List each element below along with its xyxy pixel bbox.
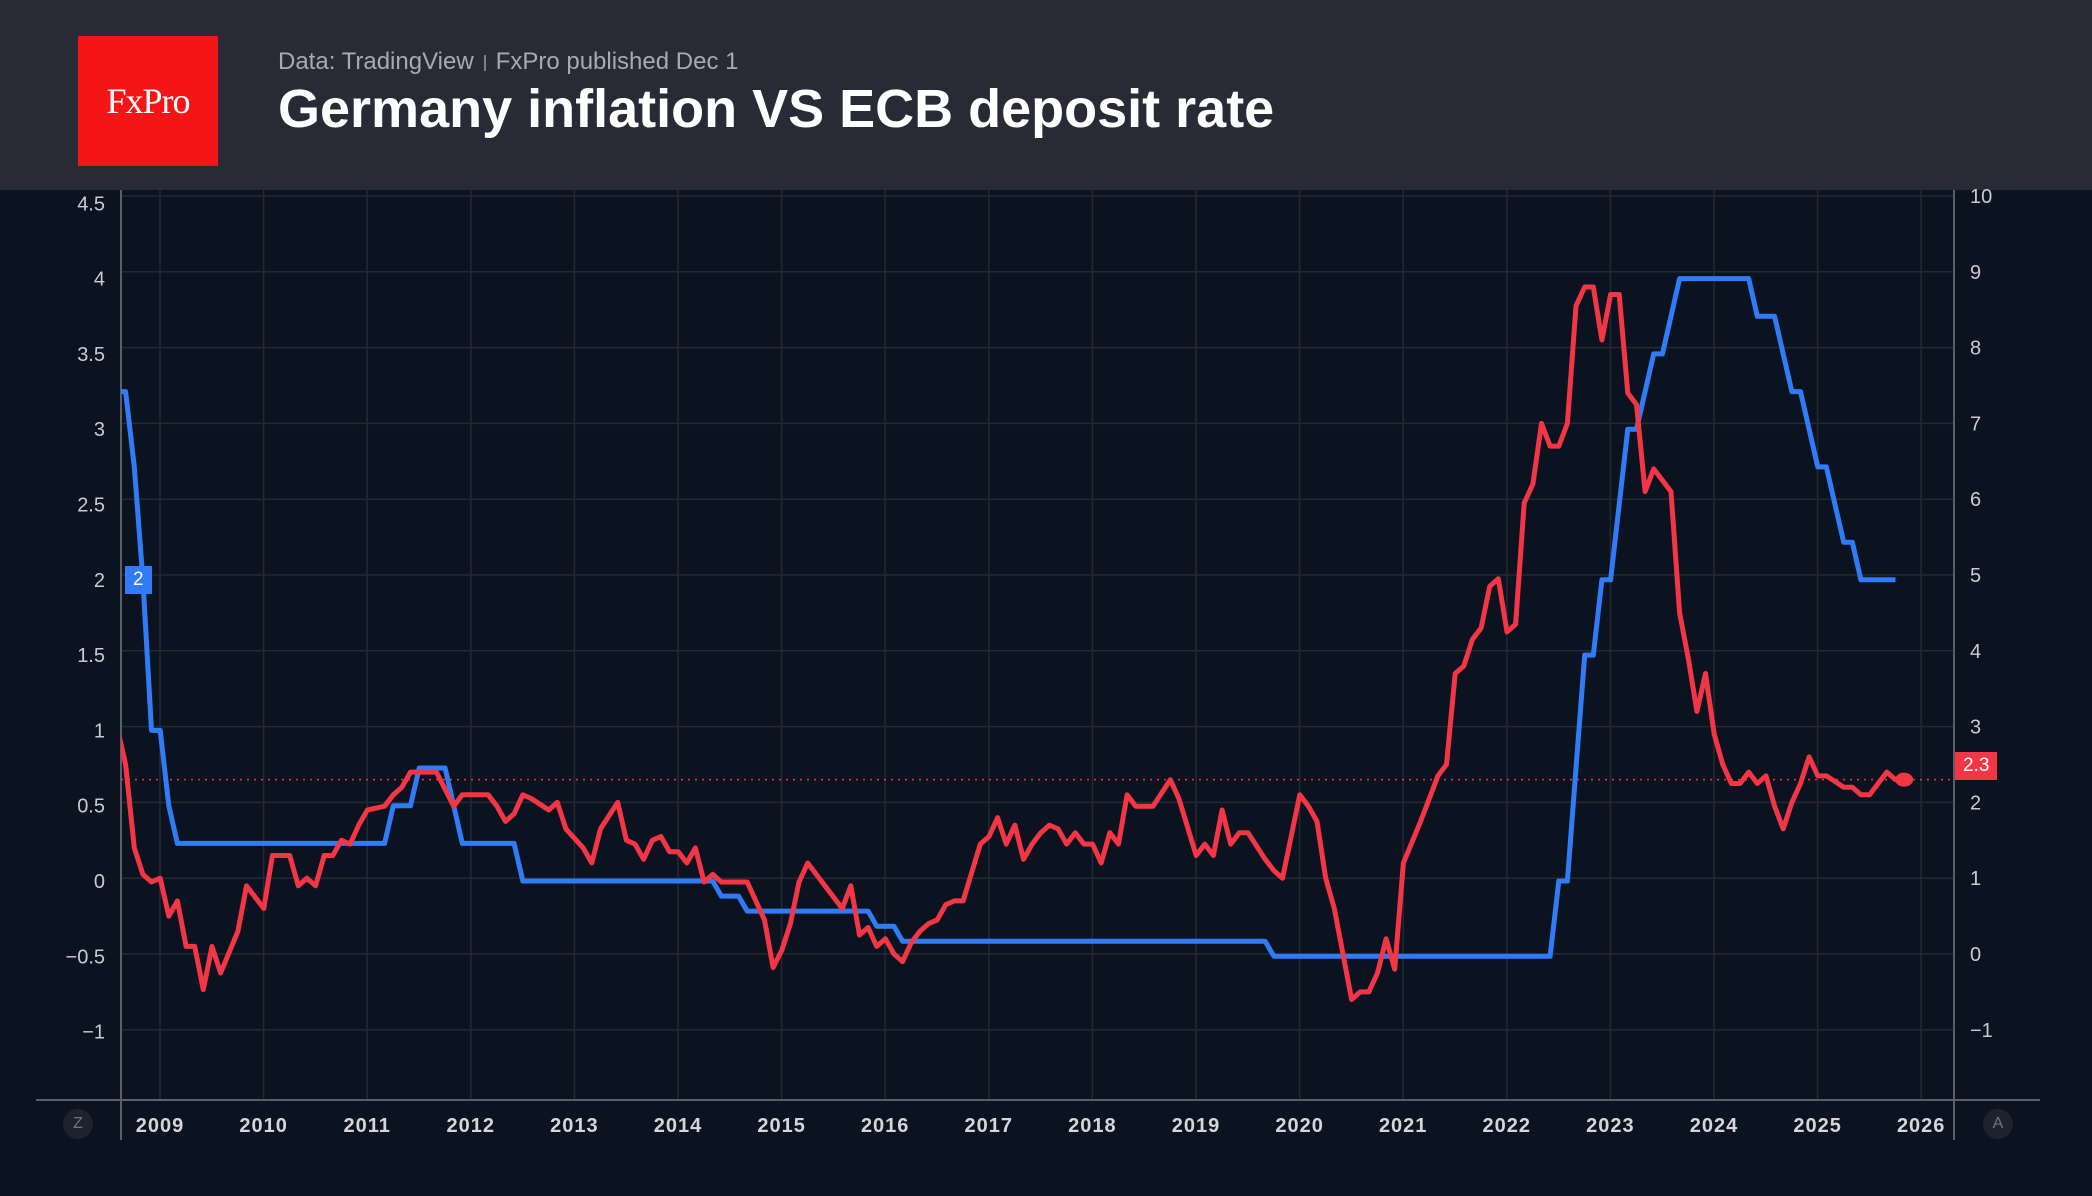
right-y-tick-label: 6	[1970, 489, 1981, 511]
right-y-tick-label: 3	[1970, 717, 1981, 739]
x-tick-label: 2012	[447, 1115, 496, 1137]
left-y-tick-label: −0.5	[66, 946, 105, 968]
left-y-tick-label: 2	[94, 570, 105, 592]
right-y-tick-label: 8	[1970, 338, 1981, 360]
x-tick-label: 2021	[1379, 1115, 1428, 1137]
right-y-tick-label: 0	[1970, 944, 1981, 966]
x-tick-label: 2014	[654, 1115, 703, 1137]
left-y-tick-label: 3.5	[77, 344, 105, 366]
data-source: Data: TradingView	[278, 48, 474, 75]
right-y-tick-label: 7	[1970, 413, 1981, 435]
left-y-tick-label: −1	[82, 1022, 105, 1044]
left-y-tick-label: 2.5	[77, 495, 105, 517]
x-tick-label: 2009	[136, 1115, 185, 1137]
last-point-marker	[1895, 772, 1914, 787]
x-tick-label: 2024	[1690, 1115, 1739, 1137]
germany-inflation-line	[121, 284, 1905, 1002]
right-y-tick-label: 10	[1970, 186, 1992, 208]
separator	[483, 54, 486, 71]
header: FxPro Data: TradingView FxPro published D…	[0, 0, 2092, 190]
x-tick-label: 2023	[1586, 1115, 1635, 1137]
right-y-tick-label: 5	[1970, 565, 1981, 587]
left-y-tick-label: 1	[94, 720, 105, 742]
x-tick-label: 2015	[757, 1115, 806, 1137]
right-y-tick-label: 2	[1970, 792, 1981, 814]
left-y-tick-label: 0.5	[77, 796, 105, 818]
subtitle: Data: TradingView FxPro published Dec 1	[278, 48, 738, 76]
left-y-tick-label: 3	[94, 419, 105, 441]
auto-scale-button[interactable]: A	[1983, 1109, 2013, 1139]
x-tick-label: 2019	[1172, 1115, 1221, 1137]
x-tick-label: 2016	[861, 1115, 910, 1137]
x-tick-label: 2026	[1897, 1115, 1946, 1137]
right-y-tick-label: 4	[1970, 641, 1981, 663]
chart-title: Germany inflation VS ECB deposit rate	[278, 79, 1275, 139]
right-y-tick-label: 9	[1970, 262, 1981, 284]
left-axis-last-value-badge: 2	[125, 565, 152, 594]
x-tick-label: 2022	[1483, 1115, 1532, 1137]
zoom-button[interactable]: Z	[63, 1109, 93, 1139]
left-y-tick-label: 1.5	[77, 645, 105, 667]
left-y-tick-label: 4.5	[77, 193, 105, 215]
published-date: FxPro published Dec 1	[495, 48, 739, 75]
left-y-tick-label: 4	[94, 269, 105, 291]
x-tick-label: 2011	[344, 1115, 391, 1137]
logo-text: FxPro	[106, 81, 190, 121]
x-tick-label: 2017	[965, 1115, 1014, 1137]
ecb-deposit-rate-line	[121, 276, 1896, 959]
x-tick-label: 2018	[1068, 1115, 1117, 1137]
x-tick-label: 2020	[1275, 1115, 1324, 1137]
x-tick-label: 2025	[1793, 1115, 1842, 1137]
x-tick-label: 2010	[239, 1115, 288, 1137]
left-y-tick-label: 0	[94, 871, 105, 893]
right-y-tick-label: 1	[1970, 868, 1981, 890]
x-tick-label: 2013	[550, 1115, 599, 1137]
right-y-tick-label: −1	[1970, 1020, 1993, 1042]
fxpro-logo: FxPro	[78, 36, 218, 166]
right-axis-last-value-badge: 2.3	[1955, 751, 1998, 780]
